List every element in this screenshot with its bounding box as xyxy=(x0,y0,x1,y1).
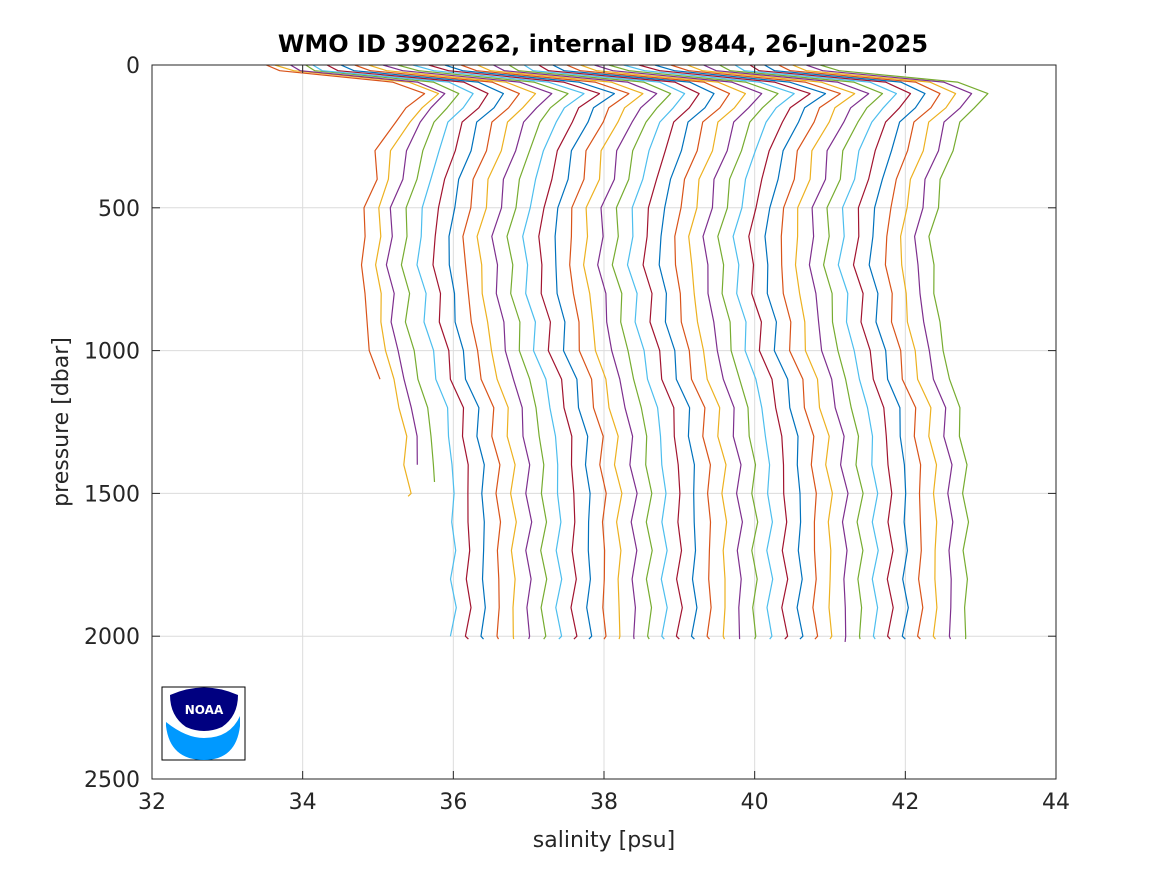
salinity-profile-line xyxy=(274,65,440,497)
chart-title: WMO ID 3902262, internal ID 9844, 26-Jun… xyxy=(278,30,928,58)
y-axis-label: pressure [dbar] xyxy=(49,337,74,507)
salinity-profile-line xyxy=(638,65,811,640)
y-tick-label: 0 xyxy=(126,54,140,79)
y-tick-label: 2500 xyxy=(84,768,140,793)
salinity-profile-line xyxy=(623,65,795,640)
x-tick-label: 44 xyxy=(1042,790,1070,815)
salinity-profile-line xyxy=(719,65,884,640)
salinity-profile-line xyxy=(594,65,763,640)
salinity-profile-line xyxy=(734,65,897,640)
salinity-profile-line xyxy=(566,65,731,640)
salinity-profile-line xyxy=(493,65,658,640)
salinity-profile-line xyxy=(397,65,569,640)
noaa-logo-text: NOAA xyxy=(185,703,224,717)
y-tick-label: 2000 xyxy=(84,625,140,650)
x-axis-label: salinity [psu] xyxy=(533,828,675,853)
salinity-profile-line xyxy=(580,65,746,640)
salinity-profile-line xyxy=(444,65,615,640)
noaa-logo-lower xyxy=(166,716,240,760)
x-tick-label: 36 xyxy=(439,790,467,815)
salinity-profile-line xyxy=(792,65,957,640)
salinity-profile-line xyxy=(326,65,489,640)
x-tick-label: 34 xyxy=(289,790,317,815)
x-tick-label: 38 xyxy=(590,790,618,815)
x-tick-label: 32 xyxy=(138,790,166,815)
salinity-profile-line xyxy=(340,65,504,640)
salinity-profile-line xyxy=(305,65,460,483)
salinity-profile-line xyxy=(654,65,827,640)
salinity-profile-line xyxy=(382,65,553,640)
salinity-profile-line xyxy=(687,65,856,640)
salinity-profile-line xyxy=(703,65,870,642)
grid-lines xyxy=(151,64,1057,780)
salinity-profiles xyxy=(265,65,989,642)
salinity-profile-line xyxy=(312,65,474,637)
y-tick-label: 1000 xyxy=(84,340,140,365)
salinity-profile-line xyxy=(460,65,630,640)
salinity-profile-line xyxy=(820,65,989,640)
y-tick-label: 1500 xyxy=(84,482,140,507)
salinity-profile-line xyxy=(354,65,520,640)
axis-ticks: 32 34 36 38 40 42 44 0 500 1000 1500 2000 2500 xyxy=(84,54,1070,815)
noaa-logo-upper xyxy=(170,687,238,731)
noaa-logo: NOAA xyxy=(161,686,246,761)
x-tick-label: 40 xyxy=(741,790,769,815)
salinity-profile-line xyxy=(477,65,644,640)
y-tick-label: 500 xyxy=(98,197,140,222)
salinity-profile-line xyxy=(749,65,912,640)
salinity-profile-line xyxy=(368,65,537,640)
salinity-profile-line xyxy=(428,65,601,640)
salinity-profile-line xyxy=(778,65,941,640)
salinity-profile-line xyxy=(670,65,841,640)
salinity-profile-line xyxy=(806,65,973,640)
x-tick-label: 42 xyxy=(891,790,919,815)
salinity-profile-line xyxy=(412,65,585,640)
salinity-profile-line xyxy=(608,65,779,640)
salinity-profile-line xyxy=(290,65,446,465)
salinity-profile-line xyxy=(538,65,700,640)
salinity-profile-line xyxy=(265,65,426,380)
salinity-profile-line xyxy=(552,65,715,640)
salinity-profile-line xyxy=(764,65,926,640)
salinity-profile-line xyxy=(508,65,672,640)
salinity-profile-line xyxy=(523,65,686,640)
